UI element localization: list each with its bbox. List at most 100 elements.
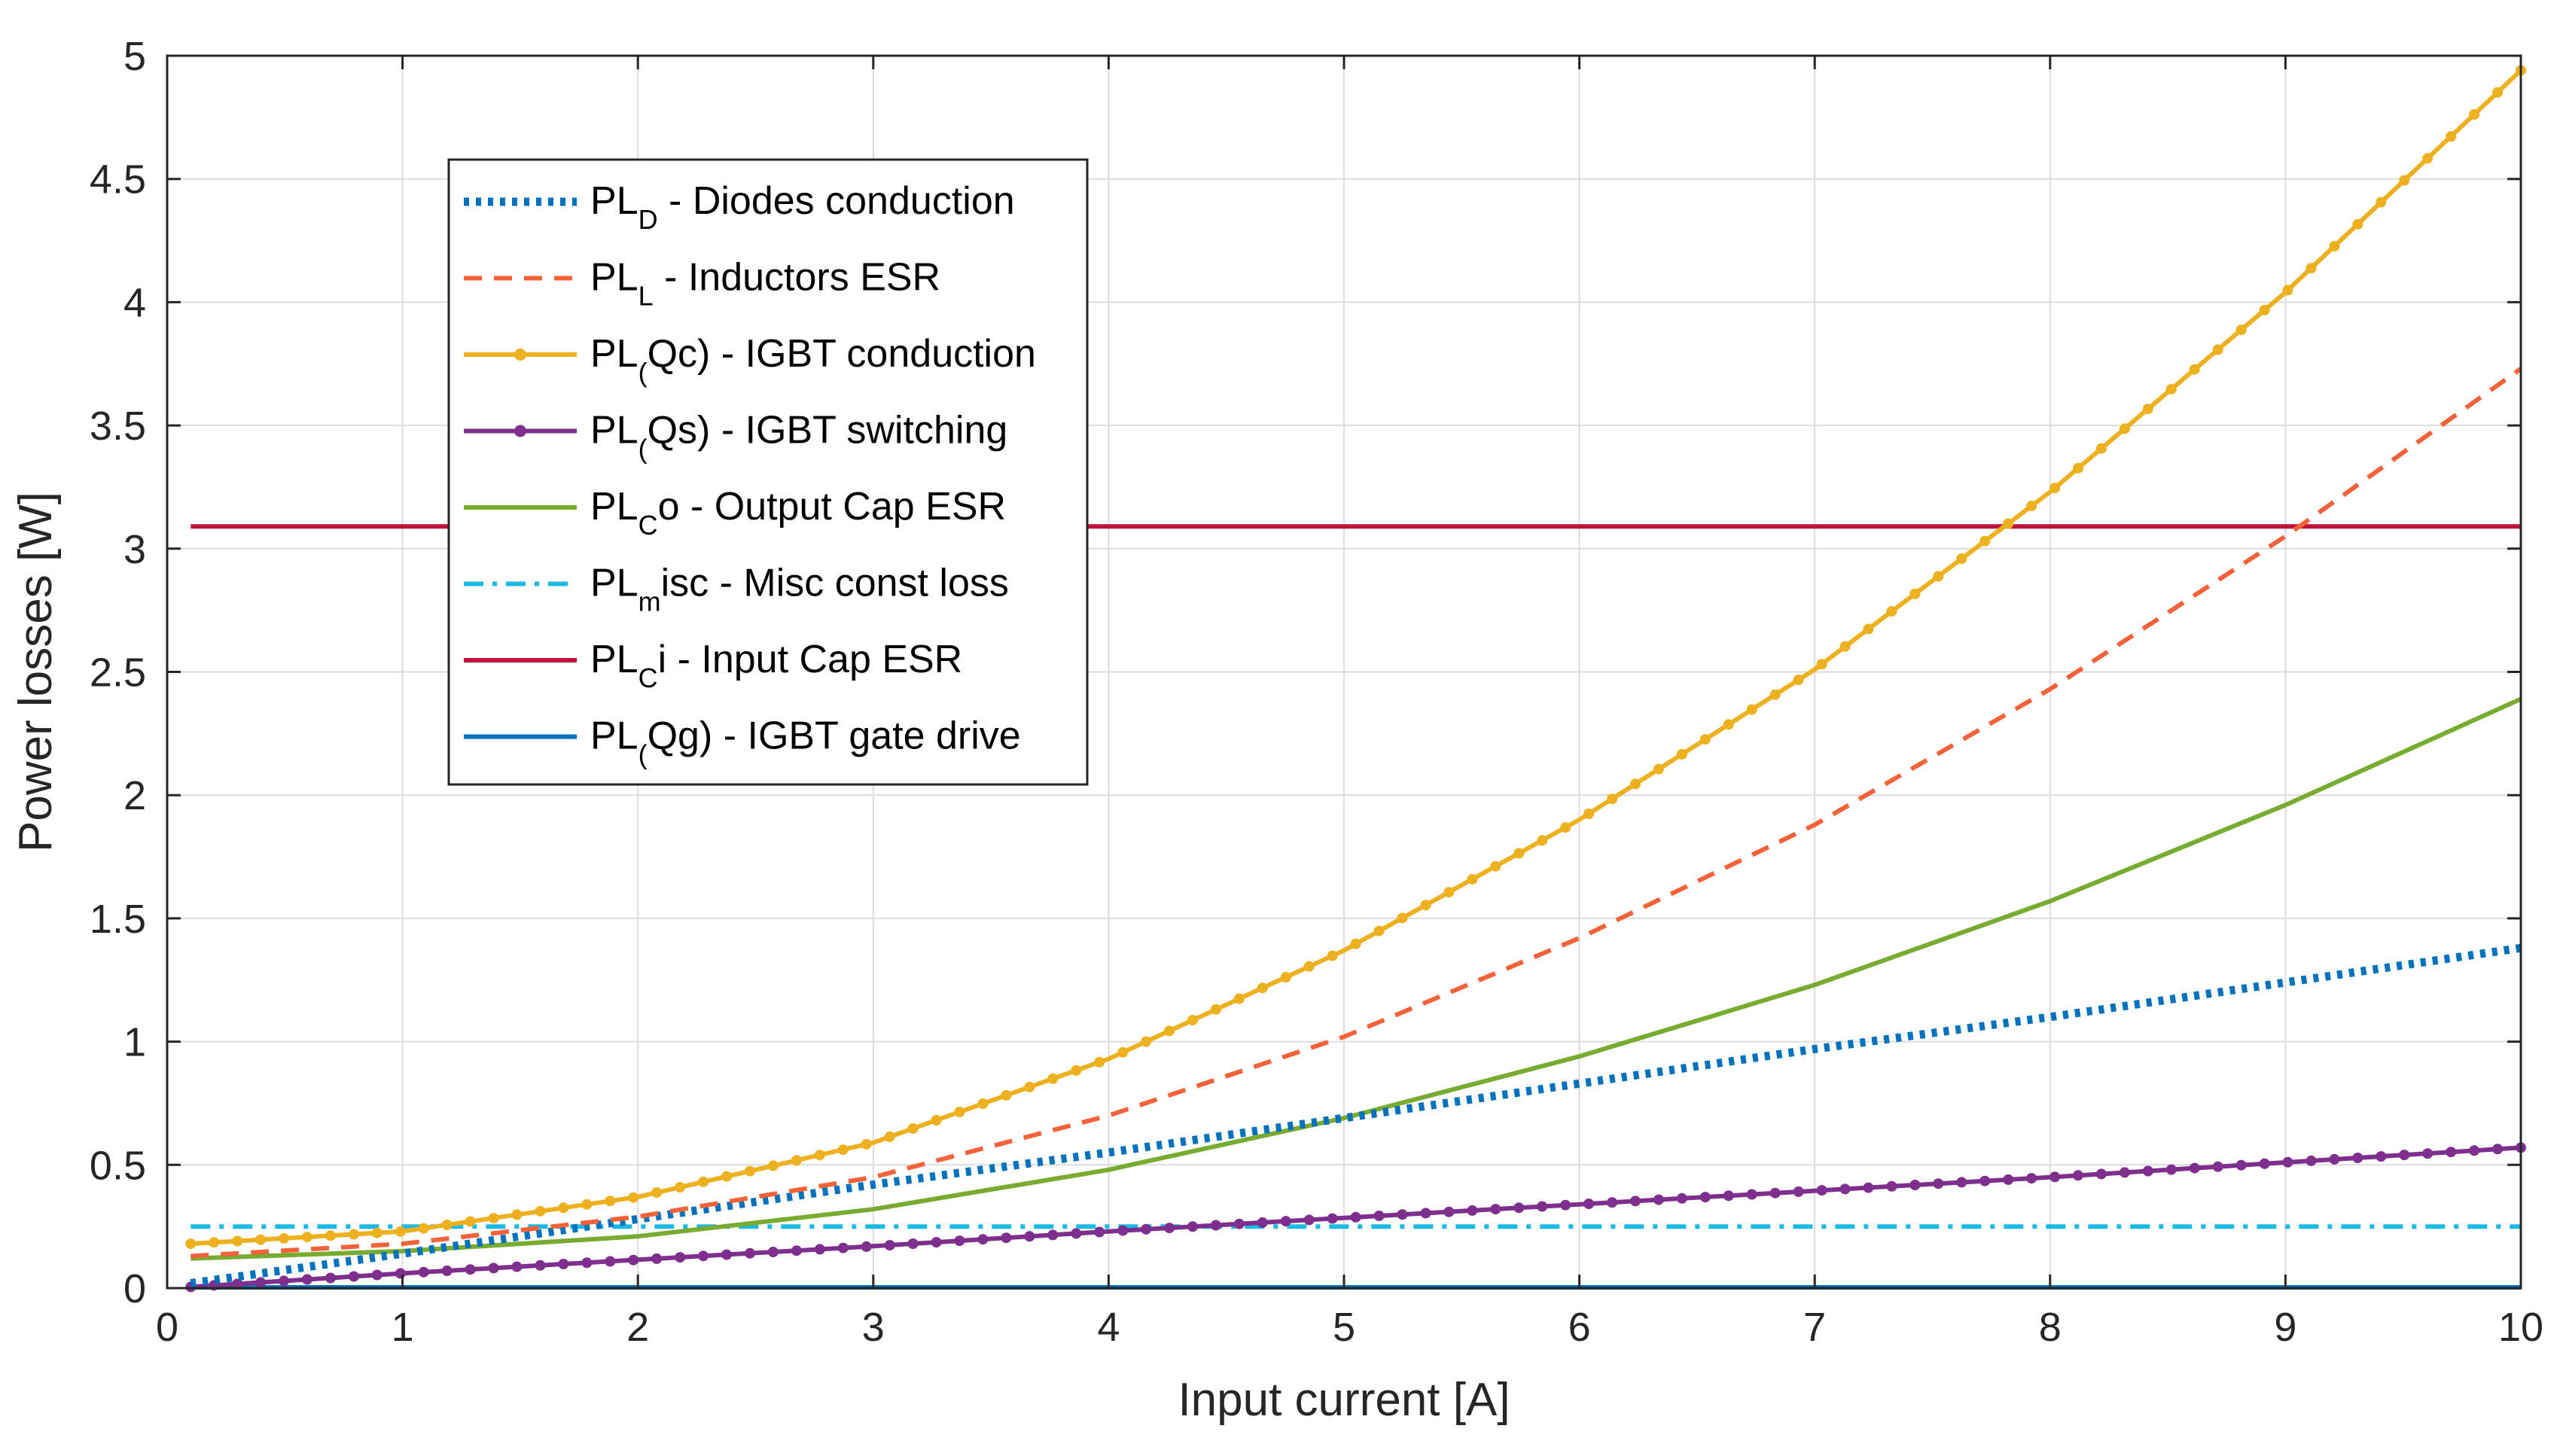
series-3-marker bbox=[1350, 1211, 1361, 1223]
series-3-marker bbox=[2492, 1144, 2504, 1155]
series-3-marker bbox=[1233, 1218, 1245, 1229]
series-3-marker bbox=[1094, 1226, 1105, 1238]
series-2-marker bbox=[2119, 423, 2130, 434]
series-3-marker bbox=[1560, 1199, 1571, 1211]
series-2-marker bbox=[1653, 763, 1664, 775]
series-2-marker bbox=[1327, 950, 1338, 961]
y-tick-label: 1 bbox=[123, 1020, 146, 1065]
series-3-marker bbox=[1909, 1180, 1921, 1190]
series-3-marker bbox=[605, 1256, 616, 1267]
series-2-marker bbox=[1933, 571, 1944, 582]
x-tick-label: 7 bbox=[1803, 1305, 1826, 1350]
series-2-marker bbox=[1420, 900, 1431, 911]
series-2-marker bbox=[2189, 364, 2200, 375]
series-3-marker bbox=[511, 1261, 523, 1272]
series-2-marker bbox=[581, 1199, 593, 1210]
series-3-marker bbox=[1280, 1216, 1291, 1227]
series-2-marker bbox=[2492, 87, 2504, 98]
series-3-marker bbox=[488, 1263, 499, 1274]
series-3-marker bbox=[1467, 1205, 1478, 1216]
series-2-marker bbox=[418, 1223, 429, 1234]
series-3-marker bbox=[1863, 1182, 1874, 1193]
series-2-marker bbox=[1350, 938, 1361, 949]
series-3-marker bbox=[1933, 1178, 1944, 1189]
series-3-marker bbox=[1117, 1225, 1129, 1236]
series-2-marker bbox=[2282, 285, 2293, 296]
series-2-marker bbox=[767, 1160, 779, 1171]
series-3-marker bbox=[1303, 1214, 1315, 1226]
series-2-marker bbox=[2422, 153, 2433, 164]
series-2-marker bbox=[1723, 719, 1734, 730]
series-2-marker bbox=[1816, 659, 1827, 670]
series-2-marker bbox=[1257, 982, 1268, 994]
series-3-marker bbox=[1769, 1187, 1781, 1199]
series-2-marker bbox=[2352, 218, 2363, 230]
x-axis-label: Input current [A] bbox=[1178, 1374, 1510, 1426]
series-3-marker bbox=[1839, 1183, 1851, 1195]
series-2-marker bbox=[837, 1144, 849, 1156]
x-tick-label: 9 bbox=[2274, 1305, 2296, 1350]
legend-entry: PL(Qg) - IGBT gate drive bbox=[464, 714, 1021, 770]
x-tick-label: 4 bbox=[1097, 1305, 1120, 1350]
series-3-marker bbox=[1653, 1194, 1664, 1205]
series-2-marker bbox=[675, 1182, 686, 1193]
series-3-marker bbox=[2352, 1153, 2363, 1163]
series-3-marker bbox=[2212, 1161, 2223, 1172]
y-axis-label: Power losses [W] bbox=[10, 492, 62, 852]
y-tick-label: 4 bbox=[123, 280, 146, 325]
series-3-marker bbox=[931, 1237, 942, 1248]
series-2-marker bbox=[2259, 304, 2270, 315]
series-2-marker bbox=[1117, 1046, 1129, 1058]
series-3-marker bbox=[1630, 1196, 1641, 1207]
series-3-marker bbox=[1956, 1177, 1967, 1188]
series-2-marker bbox=[185, 1238, 197, 1250]
series-2-marker bbox=[931, 1115, 942, 1126]
series-3-marker bbox=[1583, 1199, 1595, 1209]
series-2-marker bbox=[1746, 704, 1757, 715]
series-2-marker bbox=[1141, 1036, 1152, 1047]
series-3-marker bbox=[814, 1244, 825, 1255]
series-2-marker bbox=[2329, 241, 2340, 251]
series-3-marker bbox=[279, 1275, 289, 1287]
series-3-marker bbox=[1001, 1232, 1012, 1244]
legend-box bbox=[447, 158, 1089, 786]
legend-label: PL(Qg) - IGBT gate drive bbox=[590, 714, 1021, 770]
series-3-marker bbox=[465, 1264, 476, 1275]
series-3-marker bbox=[791, 1245, 802, 1256]
x-tick-label: 8 bbox=[2039, 1305, 2062, 1350]
series-3-marker bbox=[1141, 1223, 1152, 1235]
series-1-group bbox=[190, 367, 2522, 1259]
series-3-marker bbox=[232, 1278, 243, 1290]
series-3-marker bbox=[837, 1242, 849, 1253]
series-2-marker bbox=[209, 1237, 220, 1248]
legend-label: PL(Qs) - IGBT switching bbox=[590, 409, 1007, 465]
series-3-marker bbox=[2073, 1170, 2083, 1181]
series-2-marker bbox=[954, 1107, 965, 1117]
series-2-marker bbox=[1979, 535, 1991, 547]
y-tick-label: 5 bbox=[123, 34, 146, 79]
series-3-marker bbox=[1723, 1190, 1734, 1202]
series-3-marker bbox=[651, 1253, 663, 1264]
series-2-marker bbox=[745, 1165, 755, 1177]
y-tick-label: 1.5 bbox=[90, 897, 146, 942]
x-tick-label: 5 bbox=[1333, 1305, 1355, 1350]
legend-label: PLCo - Output Cap ESR bbox=[590, 485, 1006, 541]
series-3-marker bbox=[1257, 1217, 1268, 1228]
series-3-marker bbox=[2235, 1159, 2247, 1171]
series-3-marker bbox=[1816, 1185, 1827, 1196]
series-3-marker bbox=[2305, 1155, 2317, 1166]
series-3-marker bbox=[1024, 1231, 1035, 1242]
series-3-marker bbox=[371, 1269, 382, 1281]
series-3-marker bbox=[977, 1234, 989, 1245]
x-tick-label: 0 bbox=[156, 1305, 178, 1350]
series-2-marker bbox=[1303, 961, 1315, 972]
series-2-marker bbox=[302, 1232, 312, 1243]
series-3-marker bbox=[395, 1268, 406, 1279]
series-3-marker bbox=[2119, 1167, 2130, 1178]
series-2-marker bbox=[441, 1220, 453, 1230]
series-3-marker bbox=[907, 1238, 919, 1249]
series-2-marker bbox=[1676, 748, 1687, 760]
series-3-marker bbox=[745, 1247, 755, 1259]
